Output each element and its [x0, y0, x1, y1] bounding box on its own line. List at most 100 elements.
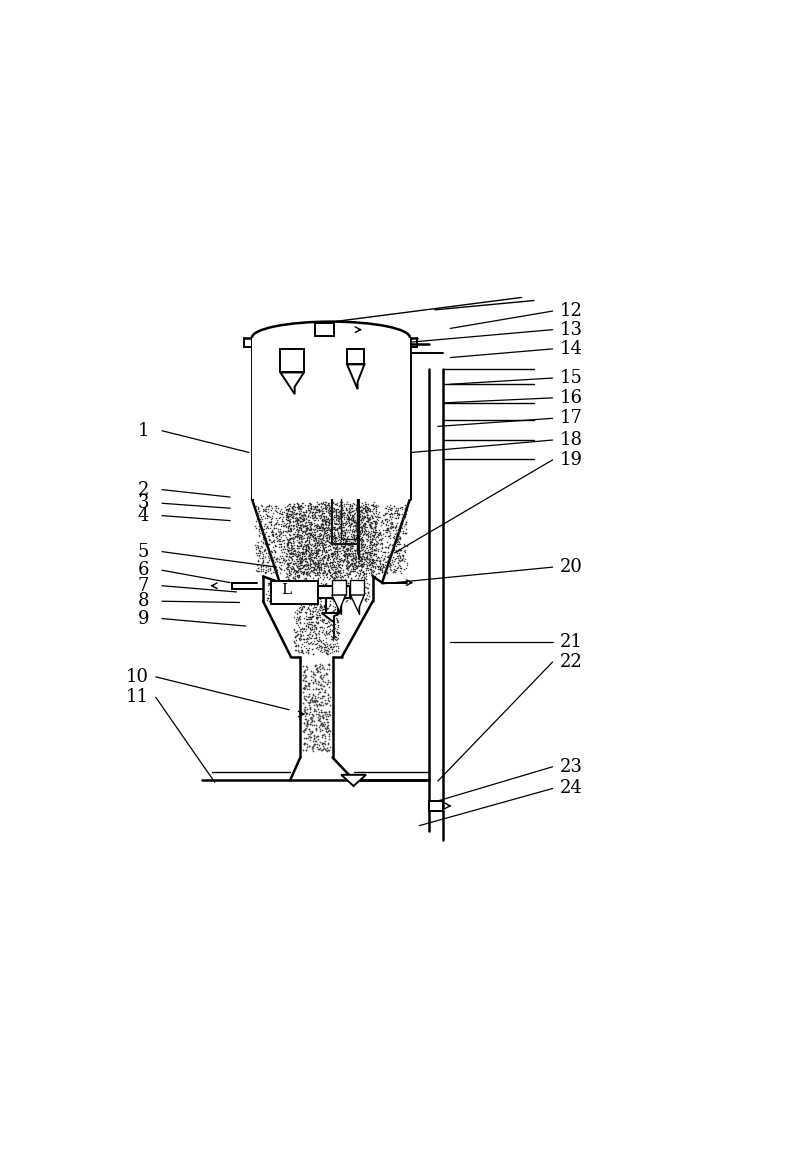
Point	[366, 496, 378, 514]
Point	[312, 683, 325, 702]
Point	[326, 628, 339, 647]
Point	[312, 583, 325, 602]
Point	[365, 522, 378, 541]
Point	[308, 499, 321, 518]
Point	[293, 568, 306, 586]
Point	[302, 543, 315, 562]
Point	[300, 709, 313, 728]
Point	[363, 560, 376, 578]
Point	[282, 563, 295, 582]
Point	[300, 540, 313, 559]
Point	[291, 560, 304, 578]
Point	[326, 553, 339, 571]
Point	[302, 507, 314, 526]
Point	[289, 623, 302, 641]
Point	[336, 507, 349, 526]
Point	[331, 503, 344, 521]
Point	[364, 539, 377, 557]
Point	[349, 511, 362, 529]
Point	[283, 554, 296, 573]
Point	[282, 507, 294, 526]
Point	[362, 548, 375, 567]
Point	[315, 528, 328, 547]
Point	[387, 527, 400, 546]
Point	[341, 512, 354, 531]
Point	[328, 519, 341, 538]
Point	[321, 742, 334, 760]
Point	[397, 507, 410, 526]
Point	[321, 613, 334, 632]
Point	[338, 584, 350, 603]
Point	[358, 553, 370, 571]
Point	[299, 522, 312, 541]
Point	[399, 499, 412, 518]
Point	[318, 524, 330, 542]
Point	[285, 542, 298, 561]
Point	[275, 514, 288, 533]
Point	[382, 515, 394, 534]
Point	[313, 527, 326, 546]
Point	[356, 529, 369, 548]
Point	[343, 505, 356, 524]
Point	[354, 525, 366, 543]
Point	[322, 527, 335, 546]
Point	[312, 711, 325, 730]
Point	[355, 569, 368, 588]
Point	[262, 535, 275, 554]
Point	[284, 528, 297, 547]
Polygon shape	[341, 775, 366, 786]
Point	[320, 554, 333, 573]
Point	[357, 563, 370, 582]
Point	[365, 514, 378, 533]
Point	[354, 535, 367, 554]
Point	[309, 533, 322, 552]
Point	[398, 542, 411, 561]
Point	[325, 553, 338, 571]
Point	[386, 540, 399, 559]
Point	[340, 532, 353, 550]
Point	[294, 532, 307, 550]
Point	[378, 498, 391, 517]
Point	[339, 534, 352, 553]
Point	[308, 507, 321, 526]
Point	[353, 561, 366, 580]
Point	[269, 535, 282, 554]
Point	[296, 527, 309, 546]
Point	[350, 559, 362, 577]
Point	[383, 555, 396, 574]
Point	[377, 556, 390, 575]
Point	[366, 497, 379, 515]
Point	[300, 545, 313, 563]
Point	[306, 552, 318, 570]
Point	[351, 563, 364, 582]
Point	[302, 559, 314, 577]
Point	[354, 501, 366, 520]
Point	[277, 582, 290, 600]
Point	[375, 556, 388, 575]
Point	[262, 562, 274, 581]
Point	[291, 533, 304, 552]
Point	[302, 501, 315, 520]
Point	[362, 543, 375, 562]
Point	[363, 515, 376, 534]
Point	[319, 739, 332, 758]
Point	[364, 533, 377, 552]
Point	[323, 596, 336, 614]
Point	[302, 497, 315, 515]
Point	[338, 546, 351, 564]
Point	[278, 588, 291, 606]
Point	[324, 582, 337, 600]
Point	[301, 531, 314, 549]
Point	[299, 639, 312, 658]
Point	[363, 546, 376, 564]
Point	[383, 554, 396, 573]
Point	[329, 626, 342, 645]
Point	[367, 562, 380, 581]
Point	[318, 635, 330, 654]
Point	[289, 563, 302, 582]
Point	[284, 585, 297, 604]
Point	[306, 738, 318, 757]
Point	[303, 496, 316, 514]
Point	[290, 554, 302, 573]
Point	[257, 520, 270, 539]
